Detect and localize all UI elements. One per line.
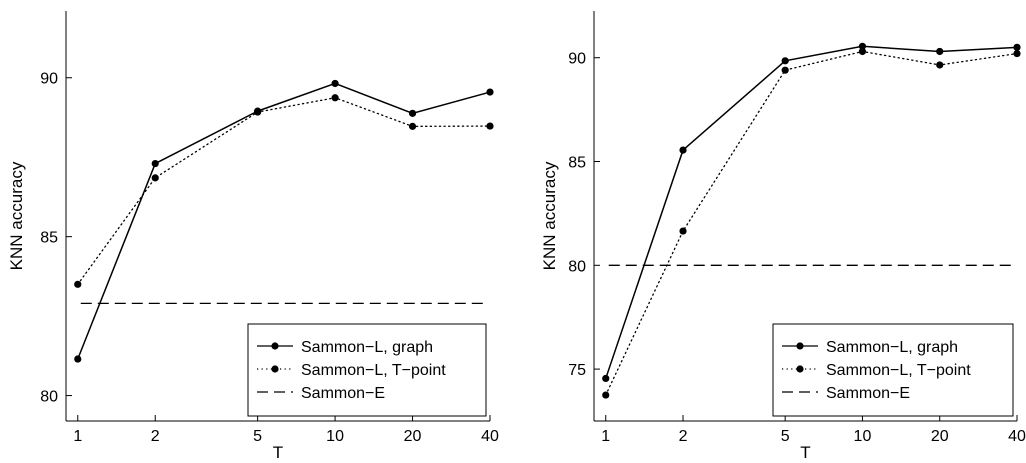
series-2-point	[408, 122, 417, 130]
x-tick-label: 40	[1008, 428, 1026, 445]
x-tick-label: 40	[481, 428, 499, 445]
series-1-point	[602, 374, 610, 383]
series-1-point	[408, 109, 417, 117]
y-axis-label: KNN accuracy	[7, 161, 26, 270]
x-tick-label: 1	[73, 428, 82, 445]
legend-label-2: Sammon−L, T−point	[301, 362, 446, 379]
chart-left: 1 2 5 10 20 40 80 85 90 T KNN accuracy Sammon−L, gr…	[7, 11, 499, 462]
x-tick-label: 2	[679, 428, 688, 445]
legend-box	[247, 323, 487, 417]
x-tick-label: 5	[253, 428, 262, 445]
x-tick-label: 20	[931, 428, 949, 445]
x-axis-label: T	[800, 443, 810, 462]
series-1-point	[858, 42, 867, 50]
chart-right: 1 2 5 10 20 40 75 80 85 90 T KNN accuracy Sammon−L, …	[540, 11, 1026, 462]
series-line-1	[605, 45, 1018, 379]
series-2-point	[858, 47, 867, 56]
series-1-point	[936, 47, 944, 56]
series-1-point	[679, 146, 687, 154]
series-2-point	[781, 66, 789, 74]
series-1-point	[151, 159, 159, 168]
y-tick-label: 80	[568, 258, 586, 275]
legend-marker-1	[271, 342, 279, 350]
series-2-point	[679, 227, 687, 235]
y-tick-label: 85	[40, 230, 58, 247]
y-tick-label: 75	[568, 362, 586, 379]
series-2-point	[331, 94, 339, 102]
series-2-point	[151, 174, 159, 182]
legend-label-1: Sammon−L, graph	[301, 339, 433, 356]
series-1-point	[74, 355, 82, 363]
x-tick-label: 20	[404, 428, 422, 445]
x-tick-label: 5	[781, 428, 790, 445]
series-2-point	[602, 391, 610, 399]
y-tick-label: 90	[40, 71, 58, 88]
series-2-point	[254, 108, 262, 116]
series-2-point	[486, 122, 494, 130]
y-tick-label: 90	[568, 51, 586, 68]
series-2-point	[74, 280, 82, 288]
series-1-point	[1013, 43, 1021, 51]
series-1-point	[486, 88, 494, 96]
x-tick-label: 10	[326, 428, 344, 445]
x-axis-label: T	[273, 443, 283, 462]
legend-label-1: Sammon−L, graph	[826, 339, 958, 356]
legend-label-3: Sammon−E	[826, 385, 910, 402]
y-axis-label: KNN accuracy	[540, 161, 559, 270]
x-tick-label: 1	[601, 428, 610, 445]
series-line-2	[605, 50, 1018, 396]
legend-label-3: Sammon−E	[301, 385, 385, 402]
y-tick-label: 85	[568, 155, 586, 172]
legend-box	[772, 323, 1014, 417]
legend-label-2: Sammon−L, T−point	[826, 362, 971, 379]
series-line-2	[77, 97, 491, 285]
series-1-point	[781, 57, 789, 65]
series-line-1	[77, 82, 491, 360]
series-2-point	[936, 61, 944, 69]
y-tick-label: 80	[40, 389, 58, 406]
x-tick-label: 2	[151, 428, 160, 445]
series-1-point	[331, 79, 339, 88]
legend-marker-1	[796, 342, 804, 350]
x-tick-label: 10	[854, 428, 872, 445]
legend-marker-2	[796, 365, 804, 373]
legend-marker-2	[271, 365, 279, 373]
series-2-point	[1013, 49, 1021, 58]
